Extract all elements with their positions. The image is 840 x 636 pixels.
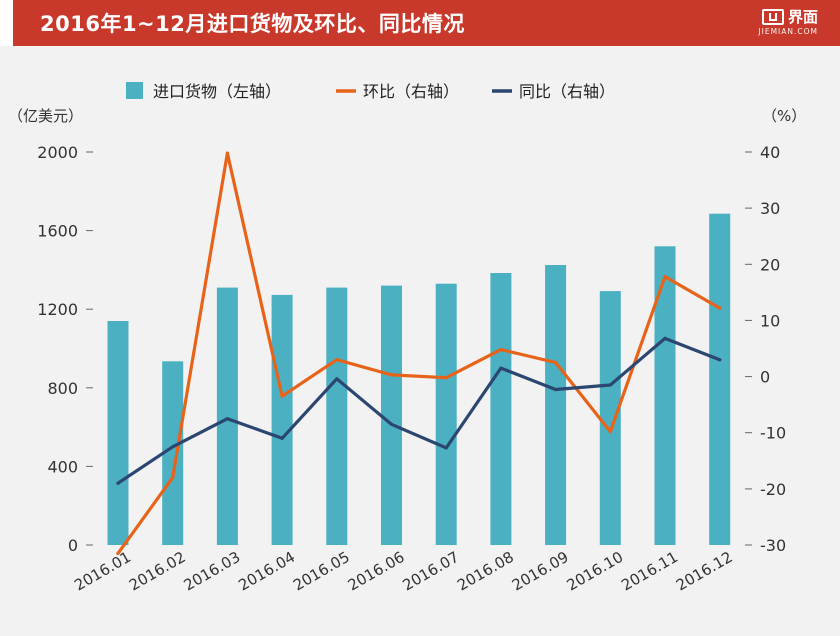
mom-point-2016.02 [171,476,175,480]
legend-imports-swatch [126,82,143,99]
mom-point-2016.03 [225,151,229,155]
bar-2016.02 [162,361,184,545]
x-tick-label-2016.04: 2016.04 [235,548,298,595]
x-tick-label-2016.10: 2016.10 [564,548,627,595]
bar-2016.08 [490,273,512,545]
legend-yoy-label: 同比（右轴） [519,82,615,101]
yoy-point-2016.09 [554,387,558,392]
bar-2016.09 [545,265,567,545]
chart-title: 2016年1~12月进口货物及环比、同比情况 [40,12,465,36]
right-tick-label-10: 10 [760,311,780,330]
mom-point-2016.10 [608,430,612,434]
mom-point-2016.12 [718,306,722,310]
yoy-point-2016.02 [171,445,175,449]
right-tick-label-20: 20 [760,255,780,274]
bar-2016.07 [435,283,457,545]
left-axis-unit: （亿美元） [8,107,83,125]
right-tick-label-0: 0 [760,368,770,387]
title-bar: 2016年1~12月进口货物及环比、同比情况 界面 JIEMIAN.COM [0,0,840,46]
x-tick-label-2016.12: 2016.12 [673,548,736,595]
x-tick-label-2016.08: 2016.08 [454,548,517,595]
x-tick-label-2016.05: 2016.05 [290,548,353,595]
title-accent-block [0,0,13,46]
bar-2016.10 [599,291,621,545]
yoy-point-2016.10 [608,383,612,387]
x-tick-label-2016.06: 2016.06 [345,548,408,595]
right-tick-label-30: 30 [760,199,780,218]
yoy-point-2016.12 [718,358,722,362]
yoy-point-2016.03 [225,417,229,421]
yoy-point-2016.06 [389,422,394,426]
legend-imports-label: 进口货物（左轴） [153,82,281,101]
x-tick-label-2016.09: 2016.09 [509,548,572,595]
yoy-line [116,336,722,485]
x-tick-label-2016.07: 2016.07 [399,548,462,595]
brand-name: 界面 [787,8,818,26]
x-tick-label-2016.03: 2016.03 [181,548,244,595]
yoy-point-2016.04 [280,436,284,440]
yoy-point-2016.08 [499,366,503,370]
brand-domain: JIEMIAN.COM [758,27,818,36]
left-tick-label-800: 800 [47,379,78,398]
bar-2016.03 [216,287,238,545]
yoy-point-2016.01 [116,481,120,485]
bar-2016.12 [709,213,731,545]
brand-logo-icon [761,8,784,25]
x-tick-label-2016.11: 2016.11 [618,548,681,595]
legend-mom-label: 环比（右轴） [363,82,459,101]
bar-2016.05 [326,287,348,545]
yoy-point-2016.11 [663,336,667,340]
brand-mark: 界面 JIEMIAN.COM [722,6,818,40]
x-tick-label-2016.02: 2016.02 [126,548,189,595]
mom-point-2016.08 [499,348,503,352]
bar-2016.11 [654,246,676,546]
right-tick-label--20: -20 [760,480,786,499]
mom-point-2016.04 [280,394,284,398]
x-tick-label-2016.01: 2016.01 [71,548,134,595]
right-tick-label-40: 40 [760,143,780,162]
left-tick-label-1600: 1600 [37,222,78,241]
mom-point-2016.05 [335,358,339,362]
mom-point-2016.11 [663,275,667,279]
bar-2016.01 [107,321,129,545]
right-tick-label--30: -30 [760,536,786,555]
yoy-point-2016.05 [335,377,339,381]
mom-line [116,151,722,556]
left-tick-label-1200: 1200 [37,300,78,319]
left-tick-label-0: 0 [68,536,78,555]
left-tick-label-2000: 2000 [37,143,78,162]
right-tick-label--10: -10 [760,424,786,443]
mom-point-2016.01 [116,551,120,556]
bar-2016.06 [381,285,402,545]
left-tick-label-400: 400 [47,457,78,476]
mom-point-2016.07 [444,376,448,380]
yoy-point-2016.07 [444,446,448,450]
mom-point-2016.06 [389,373,394,377]
bar-2016.04 [271,294,293,545]
right-axis-unit: （%） [762,107,806,125]
mom-point-2016.09 [554,360,558,365]
